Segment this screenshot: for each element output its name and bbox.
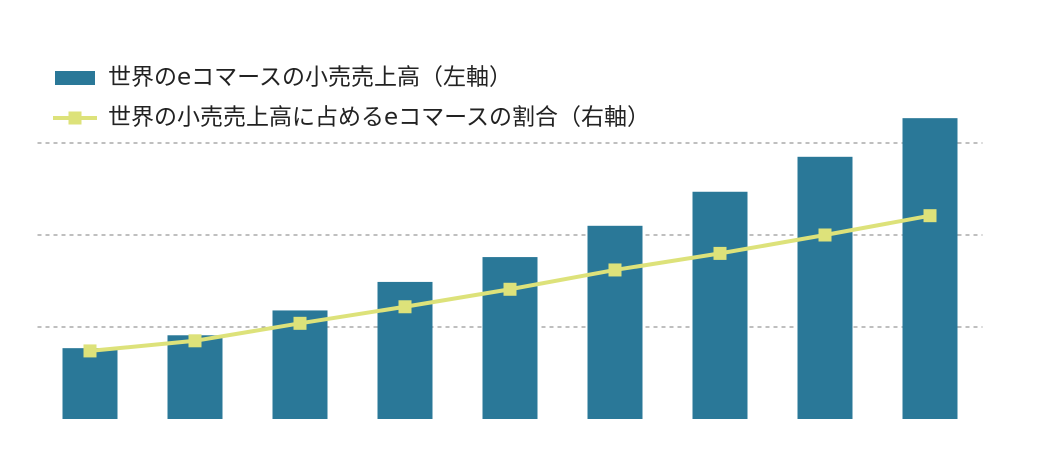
- bar: [482, 257, 538, 419]
- line-marker: [188, 334, 202, 348]
- legend-label: 世界のeコマースの小売売上高（左軸）: [108, 65, 512, 91]
- bar: [62, 348, 118, 419]
- line-marker: [398, 300, 412, 314]
- bar: [902, 118, 958, 419]
- line-marker: [503, 282, 517, 296]
- legend-label: 世界の小売売上高に占めるeコマースの割合（右軸）: [108, 105, 650, 131]
- bar: [167, 335, 223, 419]
- line-marker: [923, 209, 937, 223]
- line-marker: [713, 246, 727, 260]
- bar: [587, 225, 643, 419]
- line-marker: [83, 344, 97, 358]
- line-marker: [293, 316, 307, 330]
- legend-swatch: [68, 111, 82, 125]
- legend-swatch: [55, 71, 95, 85]
- line-marker: [608, 263, 622, 277]
- bar: [692, 191, 748, 419]
- bar: [797, 156, 853, 420]
- line-marker: [818, 228, 832, 242]
